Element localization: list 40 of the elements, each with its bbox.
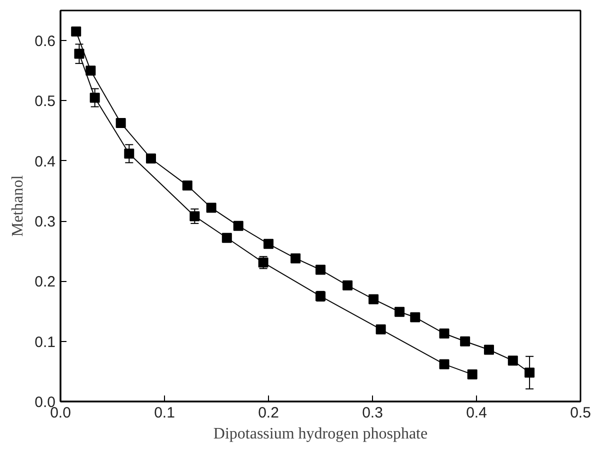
point <box>124 148 134 159</box>
y-axis-title: Methanol <box>10 174 27 237</box>
point <box>90 92 100 103</box>
point <box>439 328 450 339</box>
x-tick-label: 0.4 <box>466 404 487 422</box>
point <box>182 180 192 191</box>
x-tick-label: 0.1 <box>154 404 175 422</box>
point <box>460 336 470 346</box>
y-tick-label: 0.3 <box>34 214 56 231</box>
point <box>71 26 82 37</box>
y-tick-label: 0.6 <box>34 33 56 50</box>
y-tick-label: 0.2 <box>34 274 56 291</box>
point <box>116 118 126 128</box>
point <box>290 253 301 264</box>
y-tick-label: 0.4 <box>34 153 56 170</box>
point <box>376 324 386 334</box>
point <box>342 280 353 290</box>
point <box>524 368 535 378</box>
point <box>206 202 216 213</box>
point <box>368 294 379 304</box>
point <box>508 356 518 366</box>
point <box>484 344 494 355</box>
point <box>467 369 478 380</box>
point <box>233 220 244 231</box>
point <box>190 211 200 222</box>
x-tick-label: 0.3 <box>362 404 383 422</box>
y-tick-label: 0.1 <box>34 334 56 351</box>
x-axis-title: Dipotassium hydrogen phosphate <box>213 426 428 442</box>
point <box>86 66 96 76</box>
point <box>146 153 156 164</box>
point <box>394 306 405 317</box>
x-tick-label: 0.2 <box>258 404 279 422</box>
point <box>316 264 326 275</box>
point <box>74 48 84 59</box>
point <box>410 312 420 322</box>
point <box>264 238 274 249</box>
point <box>439 359 450 370</box>
point <box>222 232 232 243</box>
y-tick-label: 0.5 <box>34 93 56 110</box>
x-tick-label: 0.5 <box>570 404 591 422</box>
